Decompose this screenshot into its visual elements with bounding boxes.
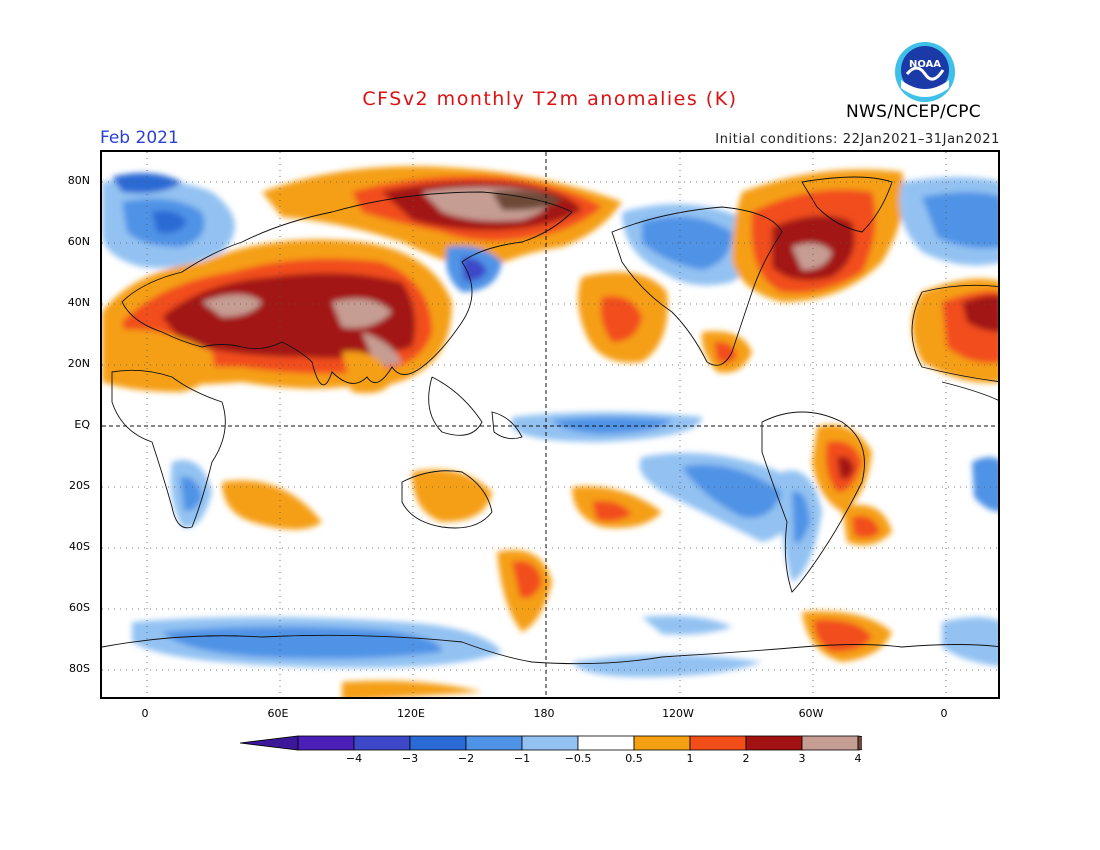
colorbar-tick-label: −1	[513, 752, 531, 765]
colorbar-swatch-3	[465, 735, 523, 751]
lat-tick-80n: 80N	[67, 174, 90, 187]
coastline-africa	[111, 369, 226, 529]
colorbar-tick-label: 4	[854, 752, 862, 765]
lat-tick-eq: EQ	[74, 418, 90, 431]
lon-tick-120w: 120W	[662, 707, 694, 720]
gridlines	[102, 152, 998, 697]
colorbar-tick-label: −3	[401, 752, 419, 765]
lat-tick-40s: 40S	[69, 540, 90, 553]
colorbar-tick-label: 2	[742, 752, 750, 765]
lon-tick-0-right: 0	[940, 707, 948, 720]
lat-tick-60n: 60N	[67, 235, 90, 248]
colorbar-tick-label: 1	[686, 752, 694, 765]
colorbar-swatch-8	[745, 735, 803, 751]
colorbar	[240, 735, 862, 751]
colorbar-swatch-1	[353, 735, 411, 751]
coastline-greenland	[801, 176, 893, 233]
colorbar-high-arrow	[857, 735, 862, 751]
initial-conditions-label: Initial conditions: 22Jan2021–31Jan2021	[715, 132, 1000, 147]
lon-tick-60w: 60W	[798, 707, 824, 720]
lat-tick-20n: 20N	[67, 357, 90, 370]
colorbar-swatch-5	[577, 735, 635, 751]
anomaly-map-svg	[102, 152, 998, 697]
chart-title: CFSv2 monthly T2m anomalies (K)	[362, 88, 738, 110]
lon-tick-120e: 120E	[397, 707, 425, 720]
anomaly-fields	[102, 166, 998, 697]
lon-tick-0: 0	[141, 707, 149, 720]
colorbar-swatch-4	[521, 735, 579, 751]
colorbar-swatch-9	[801, 735, 859, 751]
colorbar-tick-label: 3	[798, 752, 806, 765]
coastlines	[102, 176, 998, 665]
coastline-australia	[401, 470, 493, 529]
colorbar-low-arrow	[240, 735, 299, 751]
colorbar-tick-label: −0.5	[564, 752, 592, 765]
colorbar-swatch-6	[633, 735, 691, 751]
colorbar-tick-label: −4	[345, 752, 363, 765]
lat-tick-20s: 20S	[69, 479, 90, 492]
lat-tick-60s: 60S	[69, 601, 90, 614]
colorbar-tick-label: −2	[457, 752, 475, 765]
lon-tick-180: 180	[533, 707, 555, 720]
coastline-antarctica	[102, 634, 998, 665]
lat-tick-80s: 80S	[69, 662, 90, 675]
lon-tick-60e: 60E	[267, 707, 289, 720]
reference-lines	[102, 152, 998, 697]
colorbar-swatch-7	[689, 735, 747, 751]
noaa-logo-text: NOAA	[909, 59, 941, 70]
lat-tick-40n: 40N	[67, 296, 90, 309]
coastline-south-america	[761, 411, 865, 593]
warm-anomaly-australia	[412, 469, 492, 522]
agency-label: NWS/NCEP/CPC	[846, 102, 981, 122]
coastline-north-america	[611, 206, 783, 366]
colorbar-swatch-2	[409, 735, 467, 751]
colorbar-swatch-0	[297, 735, 355, 751]
anomaly-map	[100, 150, 1000, 699]
coastline-eurasia	[121, 191, 573, 386]
noaa-logo: NOAA	[895, 42, 955, 102]
colorbar-tick-label: 0.5	[625, 752, 643, 765]
valid-month-label: Feb 2021	[100, 128, 179, 148]
